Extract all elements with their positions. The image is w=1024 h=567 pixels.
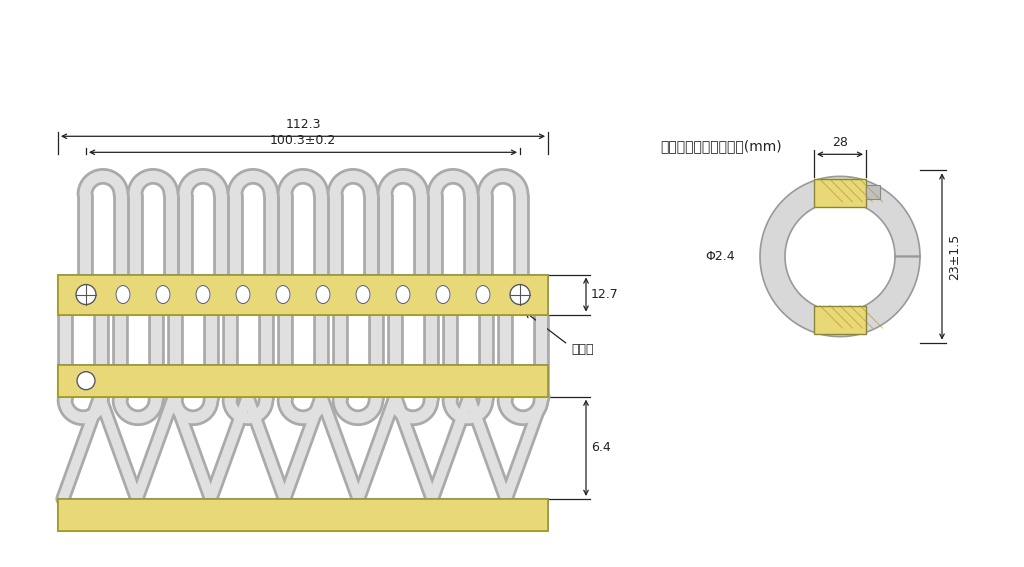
Ellipse shape <box>396 286 410 303</box>
Text: 28: 28 <box>833 136 848 149</box>
Bar <box>58 365 548 397</box>
Ellipse shape <box>236 286 250 303</box>
Bar <box>58 499 548 531</box>
Ellipse shape <box>116 286 130 303</box>
Text: 安装孔: 安装孔 <box>571 343 594 356</box>
Ellipse shape <box>156 286 170 303</box>
Circle shape <box>77 372 95 390</box>
Bar <box>814 179 866 208</box>
Ellipse shape <box>316 286 330 303</box>
Bar <box>58 365 548 397</box>
Ellipse shape <box>276 286 290 303</box>
Circle shape <box>510 285 530 304</box>
Ellipse shape <box>156 286 170 303</box>
Ellipse shape <box>476 286 490 303</box>
Circle shape <box>76 285 96 304</box>
Ellipse shape <box>196 286 210 303</box>
Bar <box>58 499 548 531</box>
Ellipse shape <box>276 286 290 303</box>
Ellipse shape <box>396 286 410 303</box>
Ellipse shape <box>436 286 450 303</box>
Bar <box>58 274 548 315</box>
Text: 23±1.5: 23±1.5 <box>948 234 961 280</box>
Polygon shape <box>760 176 920 337</box>
Ellipse shape <box>316 286 330 303</box>
Text: Φ2.4: Φ2.4 <box>705 250 734 263</box>
Ellipse shape <box>236 286 250 303</box>
Ellipse shape <box>356 286 370 303</box>
Text: 112.3: 112.3 <box>286 119 321 132</box>
Circle shape <box>77 372 95 390</box>
Ellipse shape <box>436 286 450 303</box>
Bar <box>866 185 880 200</box>
Circle shape <box>76 285 96 304</box>
Text: 12.7: 12.7 <box>591 288 618 301</box>
Text: 6.4: 6.4 <box>591 441 610 454</box>
Bar <box>58 274 548 315</box>
Bar <box>814 306 866 333</box>
Circle shape <box>510 285 530 304</box>
Ellipse shape <box>356 286 370 303</box>
Text: 注：所有尺寸均为毫米(mm): 注：所有尺寸均为毫米(mm) <box>660 139 781 153</box>
Ellipse shape <box>196 286 210 303</box>
Text: 100.3±0.2: 100.3±0.2 <box>270 134 336 147</box>
Ellipse shape <box>116 286 130 303</box>
Text: JGX-0240D-8.6A产品结构示意图: JGX-0240D-8.6A产品结构示意图 <box>275 18 749 52</box>
Ellipse shape <box>476 286 490 303</box>
